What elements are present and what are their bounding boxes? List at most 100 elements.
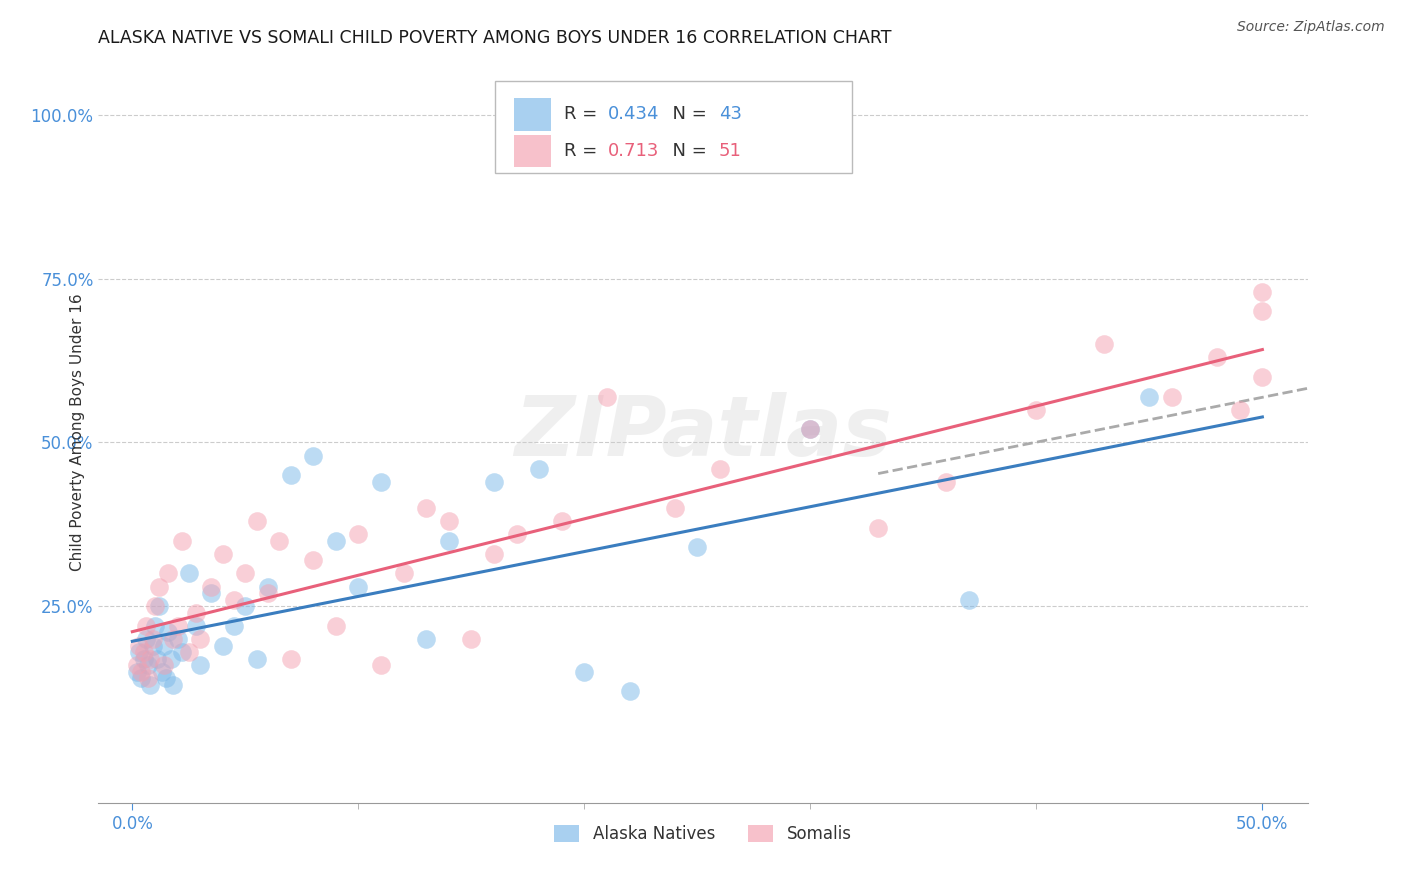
- Point: [280, 651, 302, 665]
- Point: [128, 639, 150, 653]
- Point: [257, 580, 280, 594]
- Point: [148, 599, 170, 614]
- Y-axis label: Child Poverty Among Boys Under 16: Child Poverty Among Boys Under 16: [69, 293, 84, 572]
- Point: [302, 553, 325, 567]
- Point: [1137, 390, 1160, 404]
- Text: N =: N =: [661, 142, 713, 160]
- FancyBboxPatch shape: [515, 135, 551, 168]
- Point: [325, 533, 347, 548]
- Point: [148, 580, 170, 594]
- Point: [799, 422, 821, 436]
- Point: [302, 449, 325, 463]
- Point: [157, 566, 180, 581]
- Point: [131, 671, 153, 685]
- Point: [136, 671, 159, 685]
- Point: [200, 586, 222, 600]
- Point: [170, 533, 193, 548]
- Point: [157, 625, 180, 640]
- Point: [135, 632, 157, 646]
- Point: [527, 461, 550, 475]
- Point: [1251, 370, 1274, 384]
- Point: [280, 468, 302, 483]
- Point: [935, 475, 957, 489]
- Text: R =: R =: [564, 142, 603, 160]
- Point: [142, 639, 165, 653]
- Point: [1161, 390, 1184, 404]
- Point: [686, 541, 709, 555]
- Point: [246, 514, 269, 528]
- Point: [415, 632, 437, 646]
- Point: [139, 651, 162, 665]
- Point: [146, 651, 169, 665]
- Point: [868, 521, 890, 535]
- Point: [233, 566, 256, 581]
- Point: [233, 599, 256, 614]
- Point: [460, 632, 482, 646]
- Point: [596, 390, 619, 404]
- Point: [1206, 351, 1229, 365]
- Point: [125, 658, 148, 673]
- Legend: Alaska Natives, Somalis: Alaska Natives, Somalis: [548, 819, 858, 850]
- Text: Source: ZipAtlas.com: Source: ZipAtlas.com: [1237, 20, 1385, 34]
- Point: [664, 500, 686, 515]
- Point: [347, 527, 370, 541]
- Text: 0.713: 0.713: [607, 142, 659, 160]
- Point: [128, 645, 150, 659]
- Text: 51: 51: [718, 142, 741, 160]
- Point: [347, 580, 370, 594]
- Point: [139, 678, 162, 692]
- Point: [392, 566, 415, 581]
- Point: [505, 527, 527, 541]
- Point: [482, 547, 505, 561]
- Point: [211, 639, 233, 653]
- Point: [957, 592, 980, 607]
- Point: [159, 651, 181, 665]
- Point: [551, 514, 574, 528]
- Point: [370, 475, 392, 489]
- Point: [125, 665, 148, 679]
- Point: [222, 619, 245, 633]
- Point: [162, 678, 184, 692]
- Point: [177, 566, 200, 581]
- Point: [269, 533, 291, 548]
- Point: [211, 547, 233, 561]
- Point: [184, 619, 207, 633]
- Point: [482, 475, 505, 489]
- Point: [166, 632, 188, 646]
- Point: [1251, 304, 1274, 318]
- Point: [166, 619, 188, 633]
- Point: [136, 658, 159, 673]
- Point: [619, 684, 641, 698]
- Point: [170, 645, 193, 659]
- Point: [709, 461, 731, 475]
- Point: [143, 599, 166, 614]
- Point: [1251, 285, 1274, 299]
- Point: [437, 514, 460, 528]
- Text: R =: R =: [564, 105, 603, 123]
- Point: [1229, 402, 1251, 417]
- Point: [162, 632, 184, 646]
- FancyBboxPatch shape: [495, 81, 852, 173]
- Point: [153, 639, 176, 653]
- Point: [799, 422, 821, 436]
- Point: [1025, 402, 1047, 417]
- Text: ALASKA NATIVE VS SOMALI CHILD POVERTY AMONG BOYS UNDER 16 CORRELATION CHART: ALASKA NATIVE VS SOMALI CHILD POVERTY AM…: [98, 29, 891, 47]
- Point: [222, 592, 245, 607]
- Point: [574, 665, 596, 679]
- Point: [325, 619, 347, 633]
- Point: [370, 658, 392, 673]
- Text: 43: 43: [718, 105, 742, 123]
- Point: [131, 665, 153, 679]
- Point: [257, 586, 280, 600]
- Point: [184, 606, 207, 620]
- Point: [246, 651, 269, 665]
- Point: [132, 645, 155, 659]
- Point: [155, 671, 177, 685]
- Point: [153, 658, 176, 673]
- Text: 0.434: 0.434: [607, 105, 659, 123]
- Point: [415, 500, 437, 515]
- Point: [188, 632, 211, 646]
- Point: [150, 665, 173, 679]
- Point: [142, 632, 165, 646]
- FancyBboxPatch shape: [515, 98, 551, 131]
